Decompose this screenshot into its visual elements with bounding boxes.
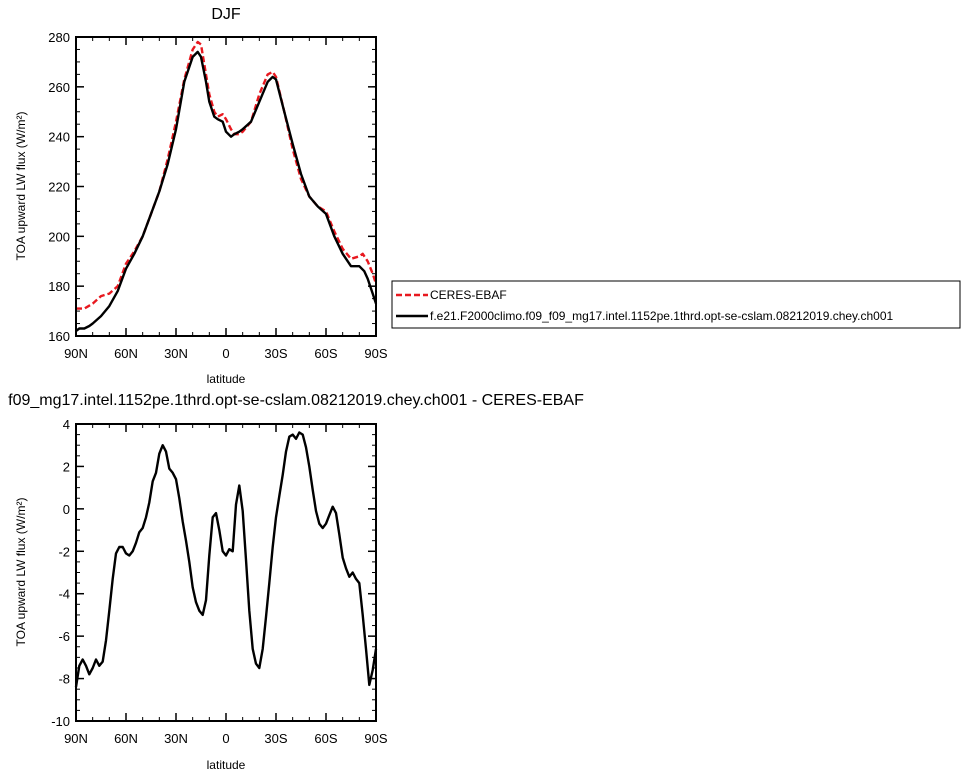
- x-axis-label: latitude: [207, 372, 246, 386]
- x-tick-label: 60N: [114, 731, 138, 746]
- lower-difference-chart: f09_mg17.intel.1152pe.1thrd.opt-se-cslam…: [8, 392, 584, 772]
- y-tick-label: -6: [58, 629, 70, 644]
- x-tick-label: 90S: [364, 346, 387, 361]
- x-tick-label: 60S: [314, 346, 337, 361]
- y-tick-label: -4: [58, 587, 70, 602]
- series-line-0: [74, 431, 378, 688]
- y-tick-label: 180: [48, 279, 70, 294]
- plot-frame: [75, 423, 377, 722]
- legend-label-model: f.e21.F2000climo.f09_f09_mg17.intel.1152…: [430, 309, 894, 323]
- x-tick-label: 90N: [64, 731, 88, 746]
- y-axis-label: TOA upward LW flux (W/m²): [14, 112, 28, 261]
- x-tick-label: 90N: [64, 346, 88, 361]
- x-tick-label: 0: [222, 346, 229, 361]
- x-tick-label: 30S: [264, 346, 287, 361]
- x-tick-label: 60N: [114, 346, 138, 361]
- plot-frame: [75, 36, 377, 337]
- y-tick-label: 160: [48, 329, 70, 344]
- x-tick-label: 0: [222, 731, 229, 746]
- x-axis-label: latitude: [207, 758, 246, 772]
- x-tick-label: 60S: [314, 731, 337, 746]
- series-line-0: [76, 40, 378, 310]
- y-tick-label: 4: [63, 417, 70, 432]
- y-tick-label: 2: [63, 459, 70, 474]
- y-tick-label: -10: [51, 714, 70, 729]
- x-tick-label: 30N: [164, 346, 188, 361]
- chart-title: DJF: [211, 6, 241, 23]
- x-tick-label: 30N: [164, 731, 188, 746]
- legend-label-ceres: CERES-EBAF: [430, 288, 507, 302]
- legend-box: [391, 280, 961, 329]
- y-tick-label: 200: [48, 229, 70, 244]
- x-tick-label: 90S: [364, 731, 387, 746]
- y-tick-label: 240: [48, 130, 70, 145]
- x-tick-label: 30S: [264, 731, 287, 746]
- y-tick-label: 0: [63, 502, 70, 517]
- y-tick-label: 260: [48, 80, 70, 95]
- y-tick-label: -2: [58, 544, 70, 559]
- legend: CERES-EBAF f.e21.F2000climo.f09_f09_mg17…: [391, 280, 961, 329]
- y-tick-label: 280: [48, 30, 70, 45]
- series-line-1: [75, 50, 378, 332]
- y-tick-label: 220: [48, 180, 70, 195]
- y-tick-label: -8: [58, 672, 70, 687]
- chart-title: f09_mg17.intel.1152pe.1thrd.opt-se-cslam…: [8, 392, 584, 409]
- upper-line-chart: DJF 160 180 200 220 240 260 280 90N 60N 30N 0 30S 6…: [14, 6, 961, 386]
- y-axis-label: TOA upward LW flux (W/m²): [14, 498, 28, 647]
